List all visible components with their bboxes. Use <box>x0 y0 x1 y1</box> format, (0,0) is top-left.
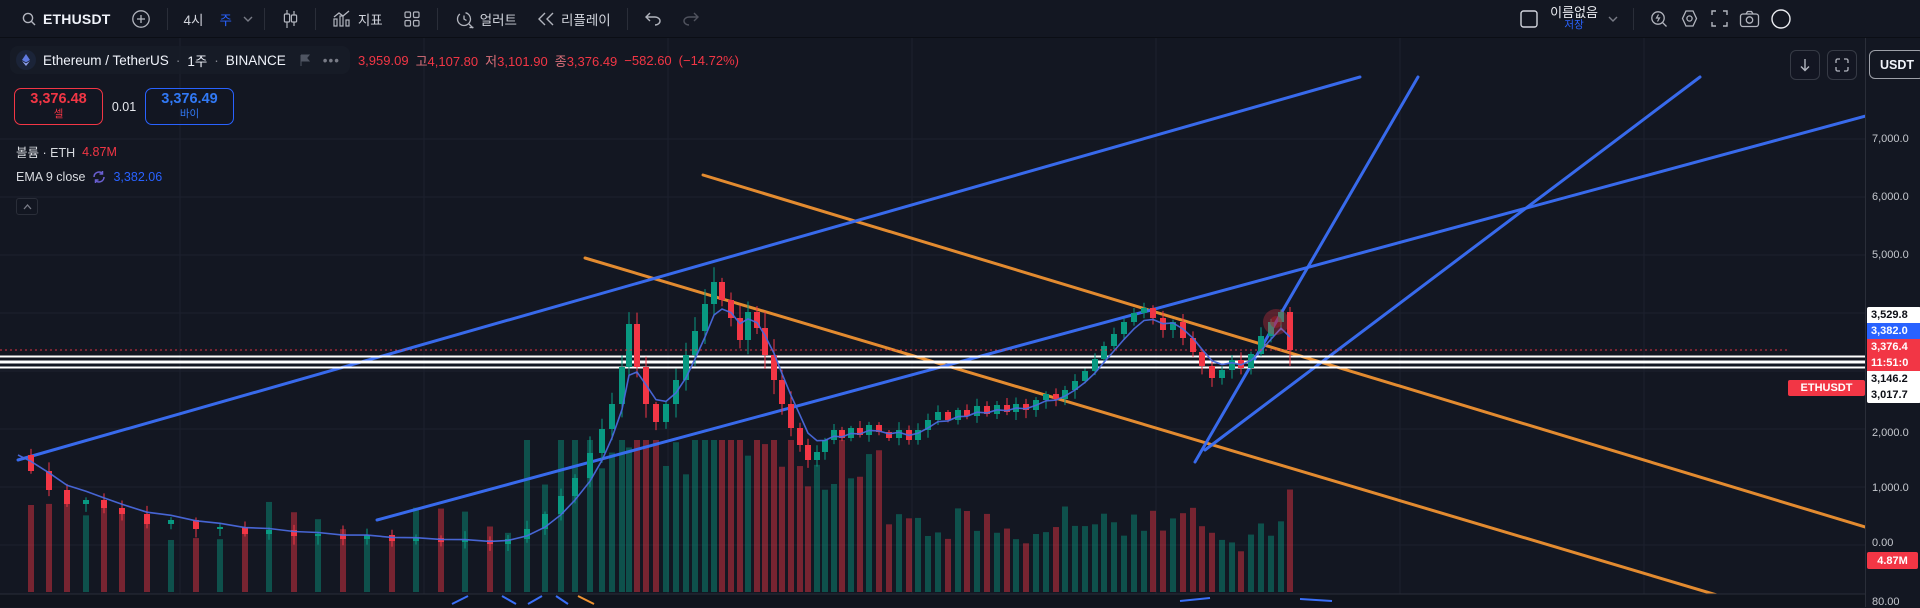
layout-save-control[interactable]: 이름없음 저장 <box>1550 4 1598 31</box>
search-icon <box>21 11 37 27</box>
interval-4h-button[interactable]: 4시 <box>183 12 204 28</box>
toolbar-separator <box>436 7 438 30</box>
volume-indicator-row[interactable]: 볼륨 · ETH 4.87M <box>16 142 117 161</box>
axis-price-label: 0.00 <box>1872 537 1894 549</box>
axis-price-label: 7,000.0 <box>1872 133 1909 145</box>
ohlc-values: 3,959.09 고4,107.80 저3,101.90 종3,376.49 −… <box>357 52 739 69</box>
settings-gear-icon[interactable] <box>1679 8 1700 29</box>
sell-price: 3,376.48 <box>30 90 87 107</box>
top-toolbar: ETHUSDT 4시 주 지표 <box>0 0 1920 38</box>
compare-add-button[interactable] <box>122 5 160 33</box>
user-circle-icon[interactable] <box>1770 8 1792 30</box>
undo-button[interactable] <box>635 5 671 33</box>
low-value: 3,101.90 <box>497 53 548 69</box>
toolbar-separator <box>263 7 265 30</box>
plus-circle-icon <box>131 9 151 29</box>
layout-icon[interactable] <box>1518 8 1540 30</box>
buy-button[interactable]: 3,376.49 바이 <box>145 88 234 125</box>
toolbar-separator <box>166 7 168 30</box>
buy-price: 3,376.49 <box>161 90 218 107</box>
fullscreen-icon[interactable] <box>1710 9 1729 28</box>
volume-value: 4.87M <box>82 144 117 159</box>
chart-legend: Ethereum / TetherUS · 1주 · BINANCE ••• 3… <box>10 46 739 74</box>
ema-indicator-row[interactable]: EMA 9 close 3,382.06 <box>16 170 162 184</box>
interval-dropdown-button[interactable] <box>239 5 257 33</box>
ethereum-logo-icon <box>16 50 36 70</box>
interval-label: 1주 <box>187 54 208 69</box>
interval-week-button[interactable]: 주 <box>219 12 232 28</box>
high-value: 4,107.80 <box>427 53 479 69</box>
toolbar-separator <box>314 7 316 30</box>
undo-icon <box>644 12 662 26</box>
replay-button[interactable]: 리플레이 <box>528 5 620 33</box>
axis-level-label: 3,529.8 <box>1871 309 1908 321</box>
indicators-button[interactable]: 지표 <box>323 5 392 33</box>
save-label: 저장 <box>1564 18 1584 31</box>
close-value: 3,376.49 <box>566 53 618 69</box>
alert-button[interactable]: 얼러트 <box>445 5 526 33</box>
price-axis[interactable]: USDT 7,000.0 6,000.0 5,000.0 2,000.0 1,000.0… <box>1865 38 1920 608</box>
replay-icon <box>537 12 555 26</box>
sell-button[interactable]: 3,376.48 셀 <box>14 88 103 125</box>
toolbar-left: ETHUSDT 4시 주 지표 <box>0 5 709 33</box>
axis-price-label: 2,000.0 <box>1872 427 1909 439</box>
change-percent: (−14.72%) <box>678 52 739 68</box>
alert-clock-icon <box>454 9 474 29</box>
buy-label: 바이 <box>179 107 200 120</box>
spread-value: 0.01 <box>111 99 137 114</box>
toolbar-separator <box>1633 7 1634 30</box>
open-value: 3,959.09 <box>357 52 409 68</box>
ema-value: 3,382.06 <box>113 170 163 184</box>
sync-icon <box>92 170 106 184</box>
price-chart <box>0 38 1865 607</box>
symbol-search-button[interactable]: ETHUSDT <box>12 5 120 33</box>
symbol-legend[interactable]: Ethereum / TetherUS · 1주 · BINANCE ••• <box>10 46 350 74</box>
pair-name: Ethereum / TetherUS <box>43 52 169 68</box>
chevron-down-icon[interactable] <box>1608 16 1618 22</box>
scroll-to-recent-button[interactable] <box>1790 50 1820 80</box>
quick-search-icon[interactable] <box>1649 9 1669 29</box>
axis-price-label: 6,000.0 <box>1872 191 1909 203</box>
grid-icon <box>403 10 421 28</box>
trade-widget: 3,376.48 셀 0.01 3,376.49 바이 <box>14 88 234 125</box>
chart-style-button[interactable] <box>272 5 308 33</box>
axis-level-label: 3,017.7 <box>1871 389 1908 401</box>
indicator-templates-button[interactable] <box>394 5 430 33</box>
layout-name: 이름없음 <box>1550 4 1598 20</box>
flag-icon[interactable] <box>299 54 312 67</box>
redo-icon <box>682 12 700 26</box>
axis-price-label: 1,000.0 <box>1872 482 1909 494</box>
chart-canvas[interactable]: Ethereum / TetherUS · 1주 · BINANCE ••• 3… <box>0 38 1865 607</box>
candlestick-icon <box>281 9 299 29</box>
symbol-name: ETHUSDT <box>43 10 111 27</box>
toolbar-separator <box>626 7 628 30</box>
currency-toggle-button[interactable]: USDT <box>1869 50 1920 79</box>
ema-label: EMA 9 close <box>16 170 86 184</box>
change-value: −582.60 <box>624 52 672 68</box>
axis-red-label: 11:51:0 <box>1867 355 1920 371</box>
axis-price-label: 5,000.0 <box>1872 249 1909 261</box>
price-label-cluster: 3,529.8 3,382.0 3,376.4 11:51:0 3,146.2 3,017… <box>1867 307 1920 403</box>
sell-label: 셀 <box>53 107 64 120</box>
chevron-down-icon <box>243 16 253 22</box>
more-options-icon[interactable]: ••• <box>322 52 340 68</box>
exchange-label: BINANCE <box>225 52 286 68</box>
indicators-icon <box>332 10 352 28</box>
toolbar-right: 이름없음 저장 <box>1518 4 1920 31</box>
axis-red-label: 3,376.4 <box>1867 339 1920 355</box>
screenshot-camera-icon[interactable] <box>1739 10 1760 28</box>
price-line-symbol-tag: ETHUSDT <box>1788 380 1865 396</box>
volume-axis-badge: 4.87M <box>1867 552 1918 569</box>
legend-collapse-button[interactable] <box>16 198 38 215</box>
axis-level-label: 3,146.2 <box>1871 373 1908 385</box>
axis-blue-label: 3,382.0 <box>1867 323 1920 339</box>
axis-price-label: 80.00 <box>1872 596 1900 608</box>
volume-label: 볼륨 · ETH <box>16 146 76 160</box>
redo-button[interactable] <box>673 5 709 33</box>
maximize-pane-button[interactable] <box>1827 50 1857 80</box>
